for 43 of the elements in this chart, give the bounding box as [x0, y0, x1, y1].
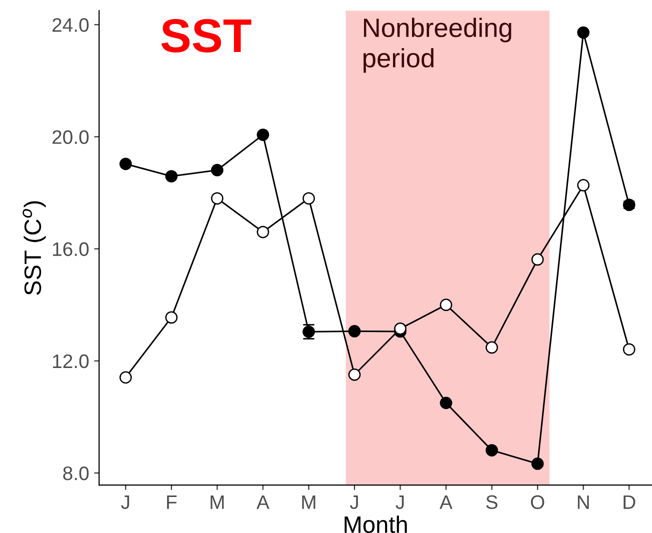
point [486, 341, 498, 354]
point [486, 444, 498, 456]
point [165, 311, 178, 324]
point [119, 158, 132, 170]
x-tick-label: A [440, 495, 452, 509]
point [577, 179, 590, 192]
x-tick-label: N [578, 495, 589, 509]
x-tick-label: J [350, 495, 358, 510]
point [531, 253, 544, 266]
y-tick-label: 24.0 [52, 18, 89, 32]
point [531, 458, 544, 470]
point [348, 368, 361, 381]
point [256, 128, 270, 141]
point [211, 164, 224, 176]
y-tick-label: 16.0 [53, 242, 89, 256]
point [348, 325, 361, 338]
point [119, 371, 132, 384]
x-tick-label: D [624, 495, 636, 509]
x-tick-label: J [121, 495, 130, 510]
point [302, 192, 315, 205]
point [440, 298, 452, 312]
point [394, 322, 406, 335]
x-tick-label: A [256, 495, 270, 509]
y-axis-title: SST (C$^{o}$) [22, 201, 46, 295]
x-tick-label: J [396, 495, 404, 510]
x-tick-label: S [486, 495, 498, 510]
chart-title: SST [161, 19, 252, 52]
point [211, 192, 224, 205]
x-axis-title: Month [344, 516, 407, 533]
point [622, 343, 636, 356]
point [622, 198, 636, 212]
x-tick-label: M [302, 495, 316, 509]
annotation: Nonbreeding period [364, 18, 512, 73]
y-tick-label: 12.0 [53, 354, 89, 368]
point [165, 170, 178, 182]
point [577, 26, 590, 39]
point [256, 226, 270, 238]
y-tick-label: 8.0 [63, 466, 89, 480]
x-tick-label: M [210, 495, 224, 509]
y-tick-label: 20.0 [52, 130, 89, 144]
x-tick-label: F [167, 495, 177, 509]
point [440, 396, 452, 410]
x-tick-label: O [530, 495, 544, 510]
